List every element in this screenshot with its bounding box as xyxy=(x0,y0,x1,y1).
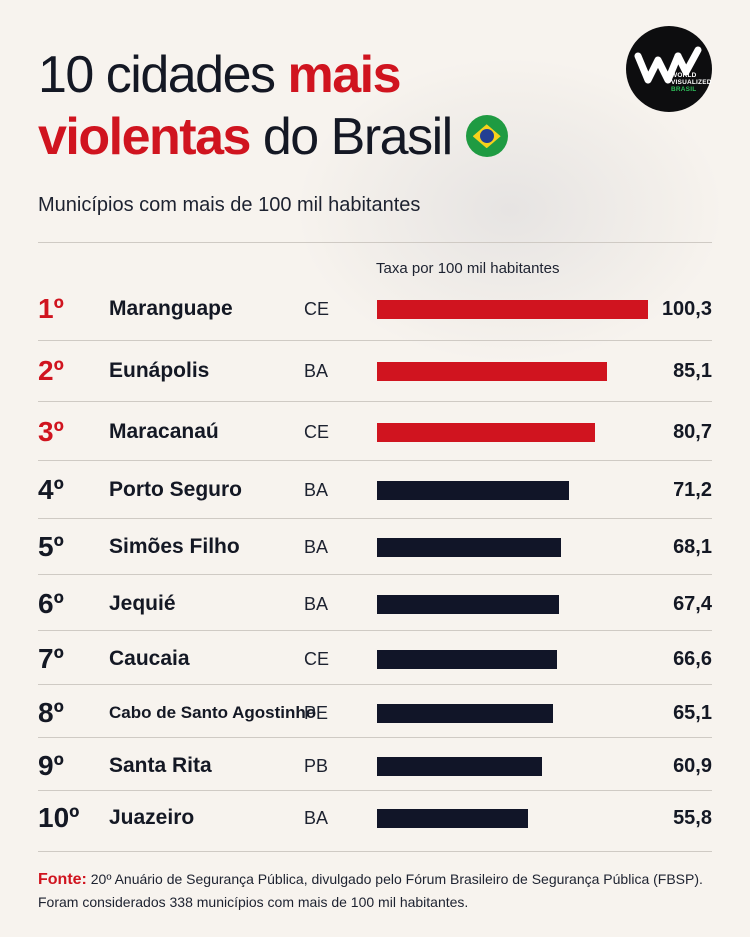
rank-label: 4º xyxy=(38,474,64,505)
table-row: 5º Simões Filho BA 68,1 xyxy=(0,527,750,567)
world-visualized-logo: WORLD VISUALIZED BRASIL xyxy=(626,26,712,112)
title-highlight-1: mais xyxy=(287,46,401,104)
state-label: PB xyxy=(304,756,329,776)
bar xyxy=(377,481,570,500)
value-label: 60,9 xyxy=(673,755,712,777)
city-label: Santa Rita xyxy=(109,754,212,777)
state-label: BA xyxy=(304,594,329,614)
logo-line-1: WORLD xyxy=(671,72,697,79)
rank-label: 6º xyxy=(38,588,64,619)
value-label: 67,4 xyxy=(673,593,712,615)
title-line-2: violentas do Brasil xyxy=(38,106,638,168)
title-line-1: 10 cidades mais xyxy=(38,44,638,106)
city-label: Juazeiro xyxy=(109,806,195,829)
state-label: CE xyxy=(304,299,330,319)
bar xyxy=(377,595,560,614)
row-separator xyxy=(38,684,712,685)
table-row: 3º Maracanaú CE 80,7 xyxy=(0,412,750,452)
state-label: BA xyxy=(304,480,329,500)
footer-divider xyxy=(38,851,712,852)
table-row: 6º Jequié BA 67,4 xyxy=(0,584,750,624)
bar xyxy=(377,809,528,828)
table-row: 4º Porto Seguro BA 71,2 xyxy=(0,470,750,510)
table-row: 10º Juazeiro BA 55,8 xyxy=(0,798,750,838)
table-row: 8º Cabo de Santo Agostinho PE 65,1 xyxy=(0,693,750,733)
city-label: Porto Seguro xyxy=(109,478,243,501)
rank-label: 2º xyxy=(38,355,64,386)
logo-mark-icon xyxy=(634,46,702,84)
city-label: Cabo de Santo Agostinho xyxy=(109,703,317,722)
subtitle: Municípios com mais de 100 mil habitante… xyxy=(38,194,421,216)
state-label: BA xyxy=(304,361,329,381)
state-label: PE xyxy=(304,703,329,723)
title-part2: do Brasil xyxy=(249,108,453,166)
logo-text: WORLD VISUALIZED BRASIL xyxy=(671,72,712,93)
bar xyxy=(377,300,648,319)
state-label: BA xyxy=(304,808,329,828)
rank-label: 10º xyxy=(38,802,80,833)
city-label: Maranguape xyxy=(109,297,233,320)
bar xyxy=(377,362,607,381)
header-divider xyxy=(38,242,712,243)
rank-label: 1º xyxy=(38,293,64,324)
value-label: 100,3 xyxy=(661,298,712,320)
logo-line-3: BRASIL xyxy=(671,86,697,93)
bar xyxy=(377,650,557,669)
footer: Fonte: 20º Anuário de Segurança Pública,… xyxy=(38,868,728,914)
state-label: CE xyxy=(304,422,330,442)
axis-label: Taxa por 100 mil habitantes xyxy=(376,260,560,277)
rank-label: 9º xyxy=(38,750,64,781)
row-separator xyxy=(38,737,712,738)
city-label: Caucaia xyxy=(109,647,190,670)
row-separator xyxy=(38,630,712,631)
city-label: Jequié xyxy=(109,592,176,615)
source-text: 20º Anuário de Segurança Pública, divulg… xyxy=(86,871,703,887)
city-label: Simões Filho xyxy=(109,535,240,558)
bar xyxy=(377,704,553,723)
rank-label: 8º xyxy=(38,697,64,728)
title-highlight-2: violentas xyxy=(38,108,251,166)
state-label: BA xyxy=(304,537,329,557)
rank-label: 3º xyxy=(38,416,64,447)
source-line: Fonte: 20º Anuário de Segurança Pública,… xyxy=(38,868,728,891)
brazil-flag-icon xyxy=(465,115,508,158)
row-separator xyxy=(38,401,712,402)
table-row: 2º Eunápolis BA 85,1 xyxy=(0,351,750,391)
row-separator xyxy=(38,574,712,575)
value-label: 65,1 xyxy=(673,702,712,724)
footer-note: Foram considerados 338 municípios com ma… xyxy=(38,894,469,910)
value-label: 80,7 xyxy=(673,421,712,443)
bar xyxy=(377,757,542,776)
rank-label: 7º xyxy=(38,643,64,674)
row-separator xyxy=(38,460,712,461)
bar xyxy=(377,538,561,557)
city-label: Eunápolis xyxy=(109,359,210,382)
city-label: Maracanaú xyxy=(109,420,219,443)
source-label: Fonte: xyxy=(38,871,87,888)
value-label: 68,1 xyxy=(673,536,712,558)
table-row: 7º Caucaia CE 66,6 xyxy=(0,639,750,679)
value-label: 66,6 xyxy=(673,648,712,670)
value-label: 71,2 xyxy=(673,479,712,501)
table-row: 1º Maranguape CE 100,3 xyxy=(0,289,750,329)
row-separator xyxy=(38,518,712,519)
logo-line-2: VISUALIZED xyxy=(671,79,712,86)
bar xyxy=(377,423,595,442)
value-label: 85,1 xyxy=(673,360,712,382)
row-separator xyxy=(38,340,712,341)
page-title: 10 cidades mais violentas do Brasil xyxy=(38,44,638,168)
title-part1: 10 cidades xyxy=(38,46,288,104)
rank-label: 5º xyxy=(38,531,64,562)
value-label: 55,8 xyxy=(673,807,712,829)
row-separator xyxy=(38,790,712,791)
table-row: 9º Santa Rita PB 60,9 xyxy=(0,746,750,786)
state-label: CE xyxy=(304,649,330,669)
